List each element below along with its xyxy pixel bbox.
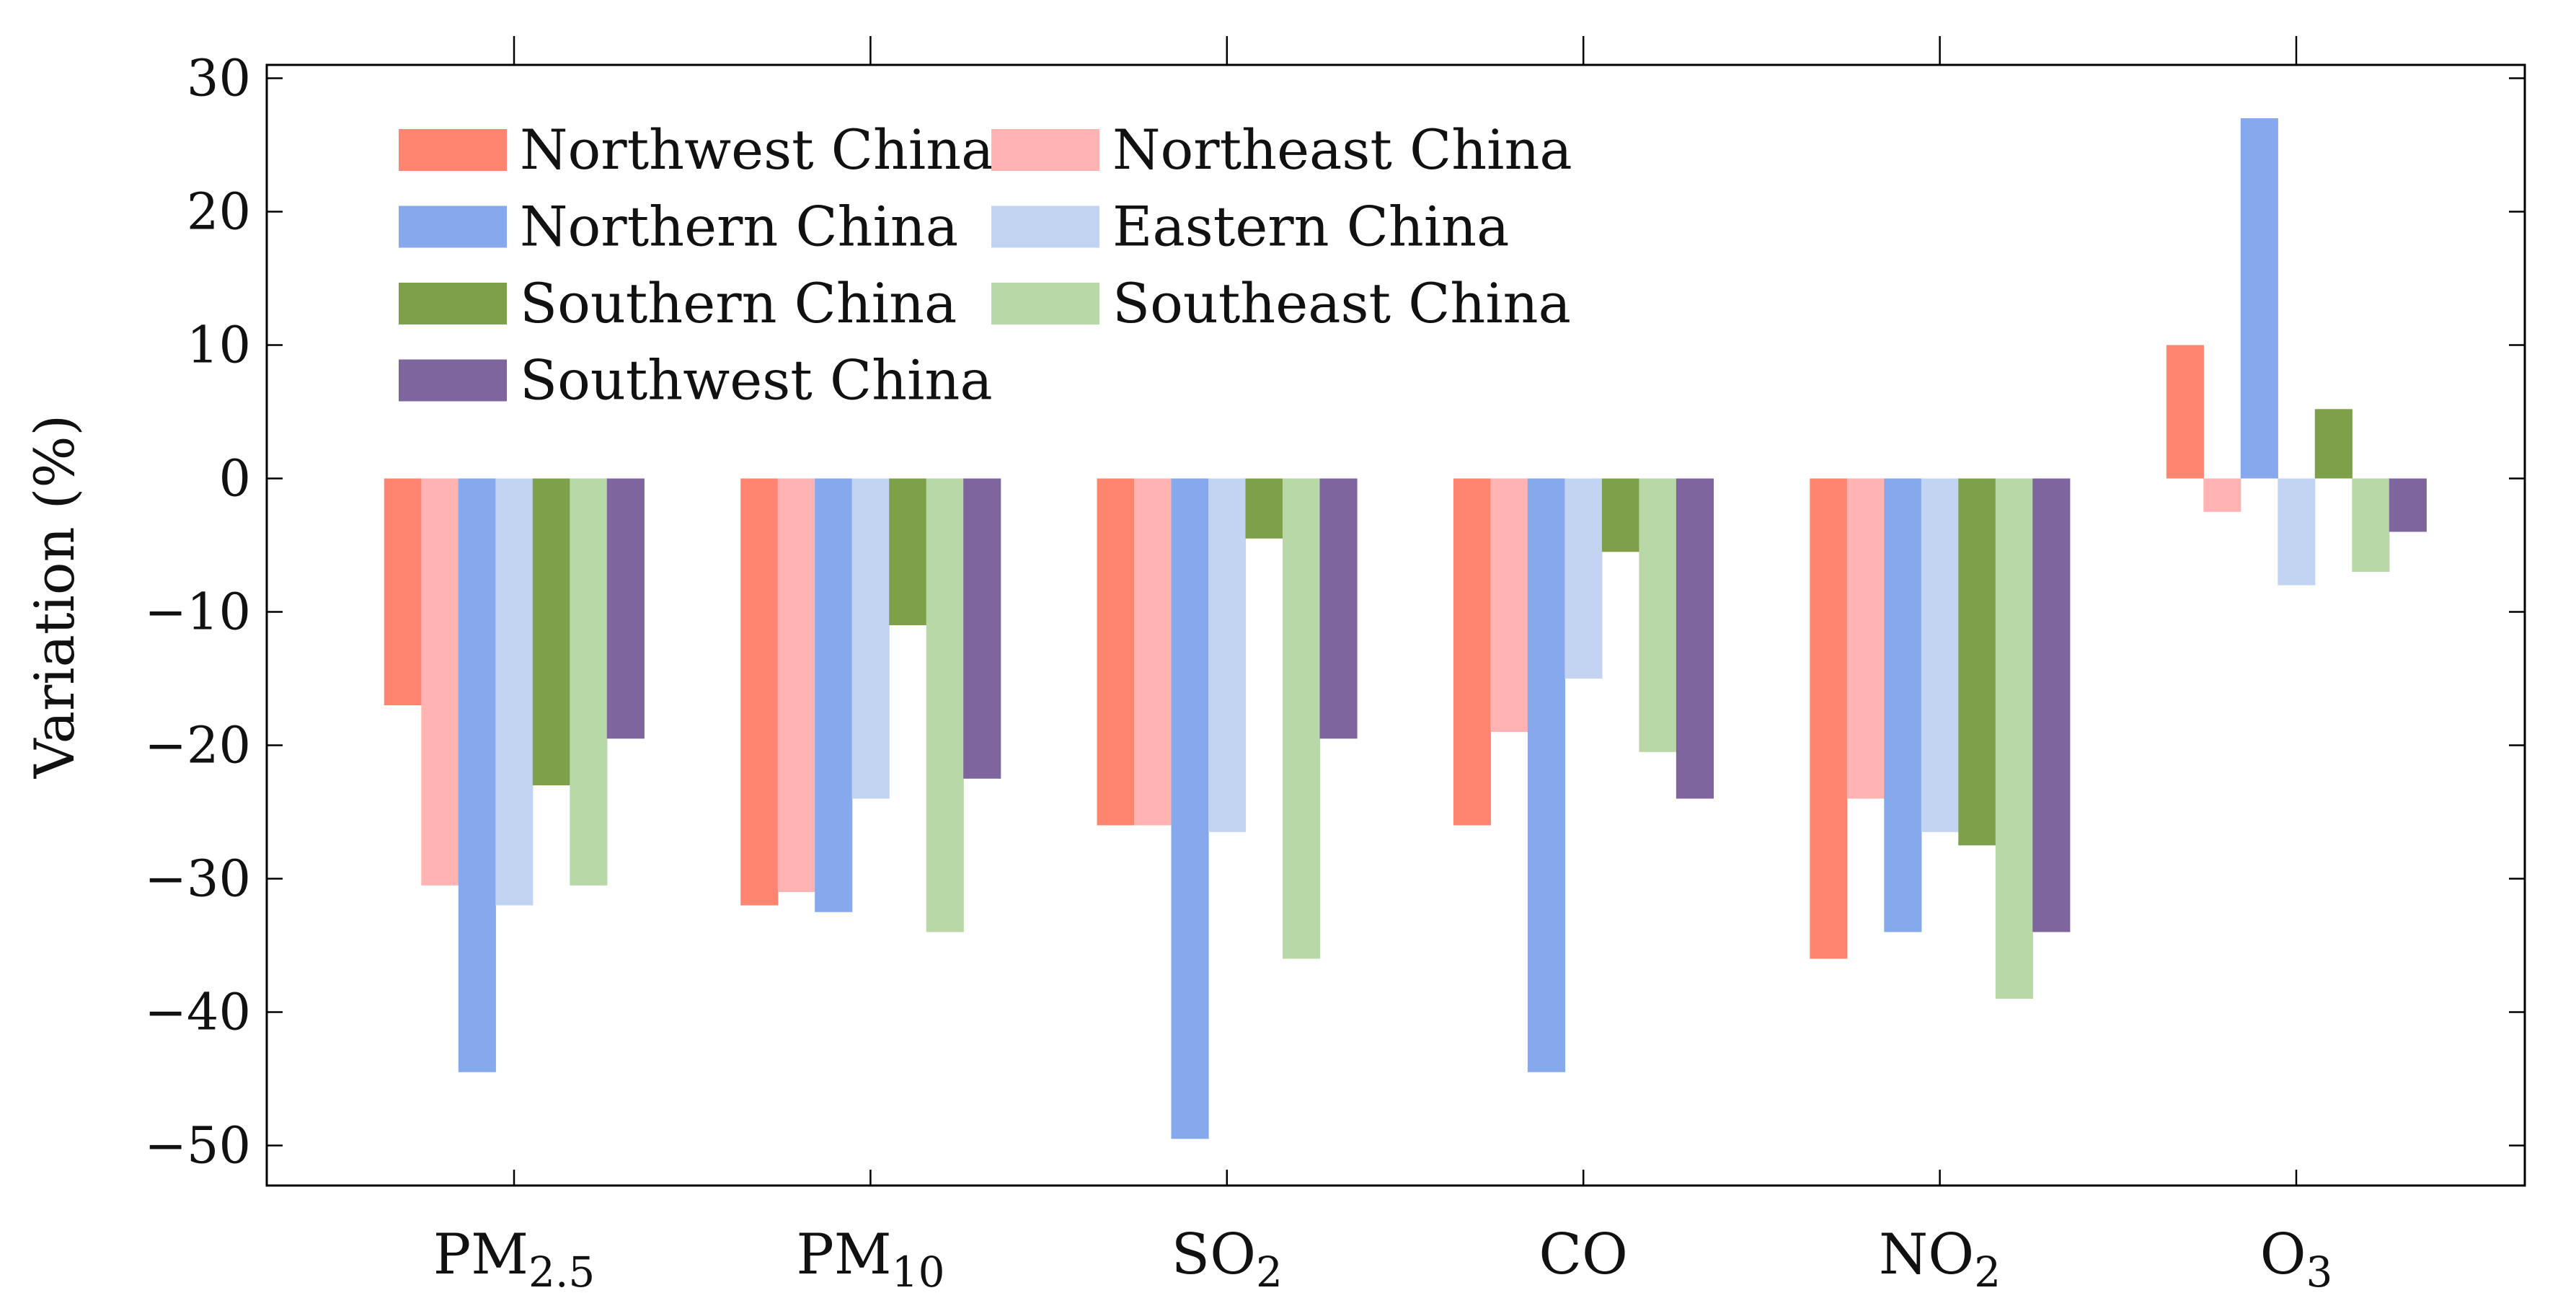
x-axis: PM2.5 PM10 SO2 CO NO2 O3 <box>433 36 2333 1297</box>
legend-swatch <box>399 206 507 248</box>
bar <box>570 478 608 886</box>
bar <box>1283 478 1321 959</box>
x-category-label: NO2 <box>1879 1222 2001 1297</box>
legend-label: Northern China <box>520 195 958 259</box>
legend-label: Southwest China <box>520 348 993 412</box>
bar <box>2032 478 2071 932</box>
bar <box>606 478 645 739</box>
bar <box>1097 478 1135 826</box>
y-axis-title: Variation (%) <box>22 415 87 779</box>
bars-group <box>384 118 2427 1139</box>
bar <box>421 478 459 886</box>
bar <box>2389 478 2427 532</box>
legend-swatch <box>991 283 1099 325</box>
bar <box>1958 478 1996 846</box>
legend-swatch <box>991 206 1099 248</box>
bar <box>1676 478 1714 799</box>
bar <box>777 478 815 892</box>
bar <box>1171 478 1209 1139</box>
bar <box>1134 478 1172 826</box>
bar <box>2166 345 2204 479</box>
bar <box>1846 478 1885 799</box>
bar <box>2352 478 2390 572</box>
bar <box>1245 478 1283 539</box>
y-tick-label: 10 <box>187 316 251 375</box>
y-tick-label: −30 <box>144 849 251 909</box>
bar <box>1921 478 1959 832</box>
legend-label: Southeast China <box>1112 271 1571 335</box>
bar <box>2240 118 2278 479</box>
bar <box>926 478 964 932</box>
legend-swatch <box>991 129 1099 171</box>
y-tick-label: 20 <box>187 182 251 242</box>
bar <box>1639 478 1677 752</box>
x-category-label: SO2 <box>1172 1222 1283 1297</box>
bar <box>2203 478 2241 512</box>
bar <box>384 478 422 705</box>
y-tick-label: −10 <box>144 583 251 642</box>
plot-frame <box>265 63 2526 1187</box>
bar <box>1490 478 1528 732</box>
legend-swatch <box>399 359 507 402</box>
bar <box>889 478 927 625</box>
x-category-label: CO <box>1539 1222 1628 1287</box>
bar <box>495 478 534 906</box>
legend-swatch <box>399 129 507 171</box>
legend-label: Eastern China <box>1112 195 1509 259</box>
bar <box>1601 478 1639 552</box>
bar <box>851 478 890 799</box>
bar <box>1453 478 1491 826</box>
bar <box>458 478 496 1072</box>
x-category-label: O3 <box>2260 1222 2333 1297</box>
x-category-label: PM2.5 <box>433 1222 596 1297</box>
bar <box>740 478 779 906</box>
y-axis: 30 20 10 0 −10 −20 −30 −40 −50 <box>144 49 2525 1175</box>
x-category-label: PM10 <box>796 1222 944 1297</box>
bar <box>532 478 570 785</box>
plot-area <box>265 63 2526 1187</box>
legend-swatch <box>399 283 507 325</box>
bar <box>963 478 1001 779</box>
bar <box>815 478 853 912</box>
legend: Northwest China Northeast China Northern C… <box>399 118 1572 412</box>
bar <box>1810 478 1848 959</box>
y-tick-label: 30 <box>187 49 251 108</box>
bar <box>1564 478 1603 679</box>
bar <box>2314 409 2353 479</box>
bar <box>1319 478 1358 739</box>
bar <box>1995 478 2033 999</box>
bar <box>1884 478 1922 932</box>
bar <box>2278 478 2316 586</box>
legend-label: Northeast China <box>1112 118 1572 182</box>
y-tick-label: 0 <box>218 449 251 508</box>
bar <box>1208 478 1247 832</box>
y-tick-label: −50 <box>144 1116 251 1175</box>
legend-label: Northwest China <box>520 118 993 182</box>
legend-label: Southern China <box>520 271 957 335</box>
bar <box>1527 478 1565 1072</box>
y-tick-label: −20 <box>144 716 251 775</box>
y-tick-label: −40 <box>144 983 251 1042</box>
